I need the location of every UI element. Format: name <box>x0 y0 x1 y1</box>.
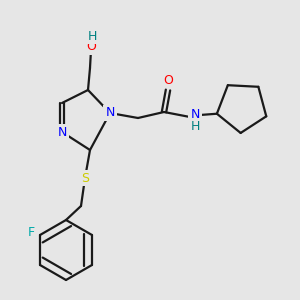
Text: S: S <box>81 172 89 184</box>
Text: F: F <box>28 226 34 239</box>
Text: H: H <box>87 29 97 43</box>
Text: H: H <box>190 119 200 133</box>
Text: N: N <box>57 125 67 139</box>
Text: N: N <box>105 106 115 119</box>
Text: O: O <box>86 40 96 53</box>
Text: O: O <box>163 74 173 86</box>
Text: N: N <box>190 109 200 122</box>
